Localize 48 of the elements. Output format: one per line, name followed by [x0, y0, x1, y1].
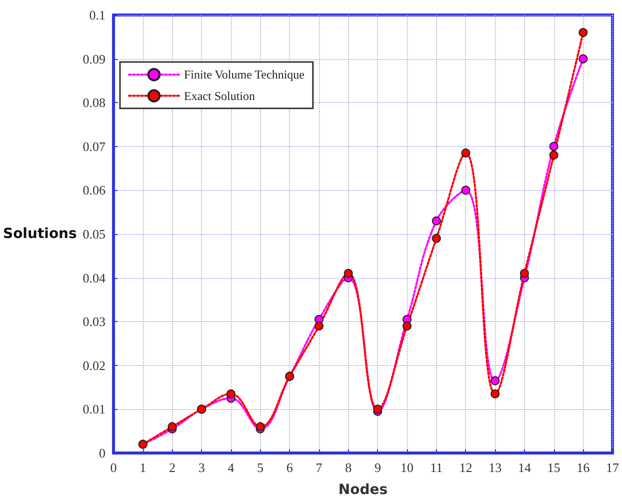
y-tick-label: 0.07	[82, 138, 106, 154]
y-tick-label: 0.08	[82, 95, 106, 110]
point	[549, 150, 558, 160]
x-tick-label: 2	[168, 460, 176, 475]
x-tick-label: 6	[286, 460, 294, 475]
point	[314, 321, 324, 330]
y-tick-label: 0	[99, 446, 106, 460]
y-tick-label: 0.09	[82, 51, 106, 66]
x-tick-label: 10	[400, 460, 414, 475]
y-axis-title: Solutions	[2, 226, 77, 242]
point	[578, 54, 588, 64]
legend-label: Exact Solution	[184, 88, 255, 103]
y-tick-label: 0.06	[82, 182, 106, 198]
point	[578, 28, 588, 38]
y-tick-label: 0.04	[82, 270, 106, 286]
x-tick-label: 9	[374, 460, 381, 475]
point	[461, 148, 470, 158]
x-tick-label: 3	[198, 460, 205, 475]
x-tick-label: 4	[228, 460, 235, 475]
point	[402, 321, 412, 330]
x-tick-label: 14	[518, 460, 532, 475]
point	[490, 389, 500, 398]
point	[490, 376, 500, 386]
x-tick-label: 17	[606, 460, 620, 475]
y-tick-label: 0.02	[82, 358, 106, 373]
y-tick-label: 0.03	[82, 314, 106, 330]
point	[520, 268, 529, 278]
x-tick-label: 7	[316, 460, 323, 475]
x-tick-label: 16	[576, 460, 590, 475]
x-tick-label: 0	[110, 460, 117, 475]
point	[549, 142, 558, 151]
x-axis-title: Nodes	[338, 482, 388, 498]
point	[461, 186, 470, 195]
y-tick-label: 0.01	[82, 402, 106, 417]
point	[432, 234, 441, 243]
point	[432, 216, 441, 226]
x-tick-label: 15	[547, 460, 560, 475]
legend-label: Finite Volume Technique	[184, 68, 304, 82]
x-tick-label: 11	[430, 460, 443, 475]
x-tick-label: 1	[140, 460, 146, 475]
x-tick-label: 12	[459, 460, 472, 475]
point	[226, 389, 236, 398]
x-tick-label: 13	[488, 460, 502, 475]
x-tick-label: 8	[345, 460, 352, 475]
x-tick-label: 5	[257, 460, 264, 475]
y-tick-label: 0.05	[82, 226, 106, 242]
y-tick-label: 0.1	[89, 8, 106, 22]
point	[344, 268, 353, 278]
